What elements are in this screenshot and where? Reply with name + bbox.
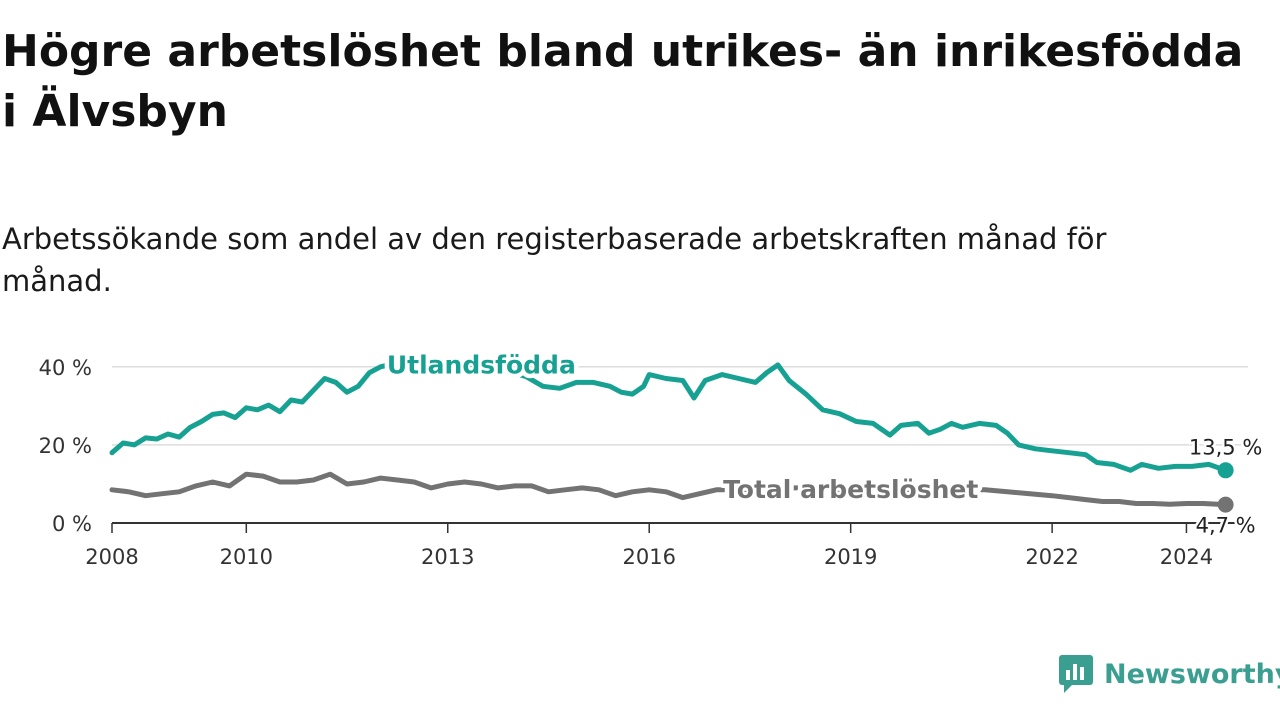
series-name-label: Total arbetslöshet: [723, 475, 978, 504]
series-lines: [109, 358, 1234, 513]
y-tick-label: 0 %: [52, 512, 92, 536]
chart-subtitle: Arbetssökande som andel av den registerb…: [2, 222, 1107, 298]
x-tick-label: 2019: [824, 545, 877, 569]
grid-lines: [112, 366, 1248, 446]
series-line-utlandsfodda: [109, 358, 1229, 473]
series-end-marker: [1217, 462, 1234, 479]
x-tick-label: 2008: [85, 545, 138, 569]
x-tick-label: 2024: [1160, 545, 1213, 569]
axes: 0 % 20 % 40 % 2008 2010 2013 2016 2019 2022 2024: [39, 356, 1248, 569]
series-end-marker: [1217, 496, 1234, 513]
series-line-total: [109, 471, 1229, 508]
series-labels: Utlandsfödda 13,5 % Total arbetslöshet 4,7 …: [382, 346, 1264, 540]
y-tick-label: 40 %: [39, 356, 92, 380]
newsworthy-brand[interactable]: Newsworthy: [1058, 654, 1280, 694]
chart-title: Högre arbetslöshet bland utrikes- än inr…: [2, 26, 1244, 137]
newsworthy-logo-icon: [1059, 655, 1093, 693]
series-end-value-label: 13,5 %: [1189, 435, 1262, 459]
series-end-value-label: 4,7 %: [1196, 514, 1256, 538]
series-name-label: Utlandsfödda: [387, 351, 576, 380]
brand-name: Newsworthy: [1104, 658, 1280, 690]
y-tick-label: 20 %: [39, 434, 92, 458]
x-tick-label: 2022: [1025, 545, 1078, 569]
x-tick-label: 2013: [421, 545, 474, 569]
x-tick-label: 2016: [622, 545, 675, 569]
x-tick-label: 2010: [220, 545, 273, 569]
